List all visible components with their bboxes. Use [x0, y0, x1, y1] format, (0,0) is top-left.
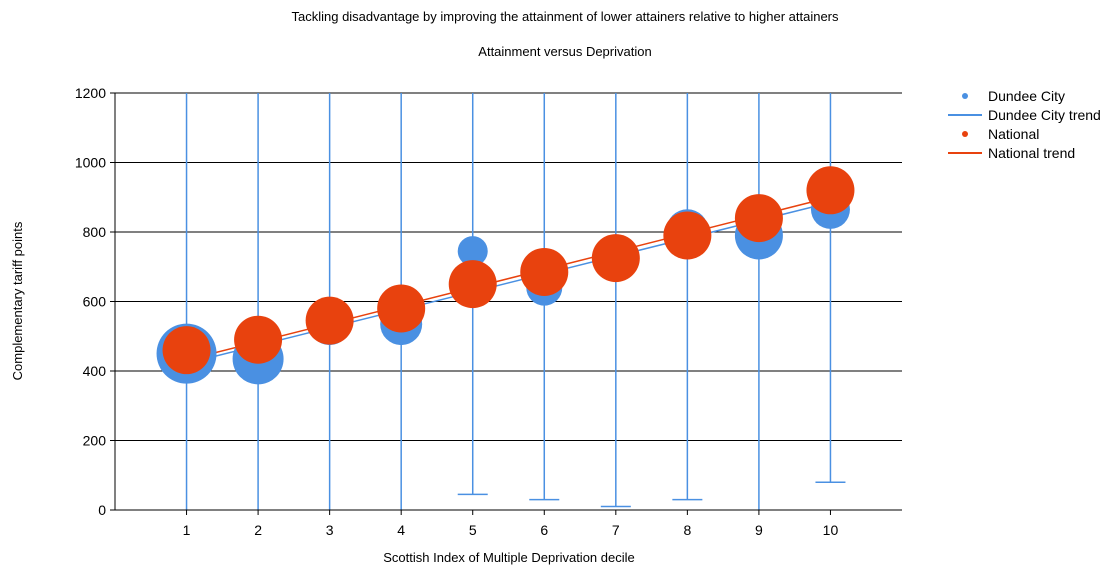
y-tick-label: 0 — [98, 502, 106, 518]
axes: 0 200 400 600 800 1000 1200 1 2 3 4 5 6 7 8 9 10 — [75, 85, 902, 538]
x-tick-label: 5 — [469, 522, 477, 538]
x-tick-label: 4 — [397, 522, 405, 538]
national-point — [234, 315, 283, 364]
national-point — [448, 260, 497, 309]
legend-point-marker — [962, 93, 968, 99]
x-tick-label: 9 — [755, 522, 763, 538]
legend-label: National — [988, 126, 1039, 142]
y-axis-label: Complementary tariff points — [10, 221, 25, 380]
y-tick-label: 200 — [83, 433, 107, 449]
legend: Dundee City Dundee City trend National Nati… — [948, 88, 1101, 161]
x-axis-label: Scottish Index of Multiple Deprivation d… — [383, 550, 634, 565]
trend-line — [186, 196, 831, 361]
x-tick-label: 7 — [612, 522, 620, 538]
y-tick-label: 600 — [83, 294, 107, 310]
x-tick-label: 2 — [254, 522, 262, 538]
chart-title: Tackling disadvantage by improving the a… — [291, 9, 839, 24]
national-point — [305, 296, 354, 345]
national-point — [734, 194, 783, 243]
gridlines — [115, 92, 902, 511]
national-point — [591, 234, 640, 283]
y-tick-label: 800 — [83, 224, 107, 240]
trend-line — [186, 201, 831, 365]
national-point — [377, 284, 426, 333]
dundee-point — [457, 236, 488, 267]
legend-label: National trend — [988, 145, 1075, 161]
x-tick-label: 8 — [683, 522, 691, 538]
national-point — [806, 166, 855, 215]
data-points — [156, 166, 855, 385]
x-tick-label: 1 — [183, 522, 191, 538]
x-tick-label: 6 — [540, 522, 548, 538]
legend-label: Dundee City trend — [988, 107, 1101, 123]
national-point — [162, 326, 211, 375]
x-tick-label: 3 — [326, 522, 334, 538]
national-point — [520, 247, 569, 296]
chart-subtitle: Attainment versus Deprivation — [478, 44, 651, 59]
y-tick-label: 1000 — [75, 155, 106, 171]
legend-point-marker — [962, 131, 968, 137]
x-tick-label: 10 — [823, 522, 839, 538]
legend-label: Dundee City — [988, 88, 1065, 104]
national-point — [663, 211, 712, 260]
trend-lines — [186, 196, 831, 365]
y-tick-label: 400 — [83, 363, 107, 379]
y-tick-label: 1200 — [75, 85, 106, 101]
